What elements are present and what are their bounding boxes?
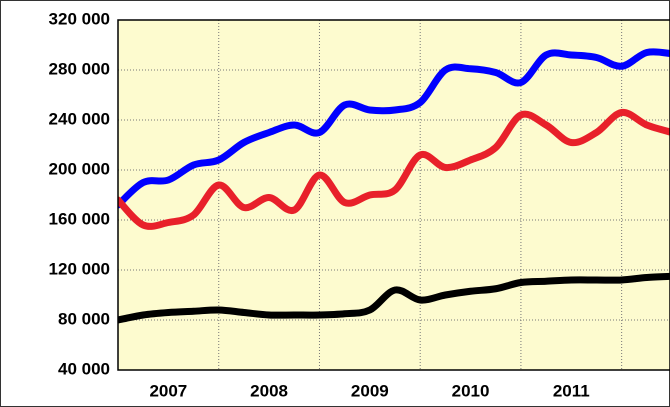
plot-area [118,20,670,370]
x-tick-label: 2008 [250,381,288,400]
series-line [118,272,670,324]
y-tick-label: 120 000 [49,259,110,278]
y-tick-label: 320 000 [49,9,110,28]
x-tick-label: 2010 [452,381,490,400]
plot-frame [117,19,670,371]
x-tick-label: 2011 [553,381,590,400]
series-line [118,48,670,209]
y-tick-label: 280 000 [49,59,110,78]
y-tick-label: 240 000 [49,109,110,128]
x-tick-label: 2009 [351,381,389,400]
y-tick-label: 40 000 [58,359,110,378]
series-line [118,108,670,230]
y-tick-label: 80 000 [58,309,110,328]
y-tick-label: 200 000 [49,159,110,178]
y-tick-label: 160 000 [49,209,110,228]
x-tick-label: 2007 [149,381,187,400]
